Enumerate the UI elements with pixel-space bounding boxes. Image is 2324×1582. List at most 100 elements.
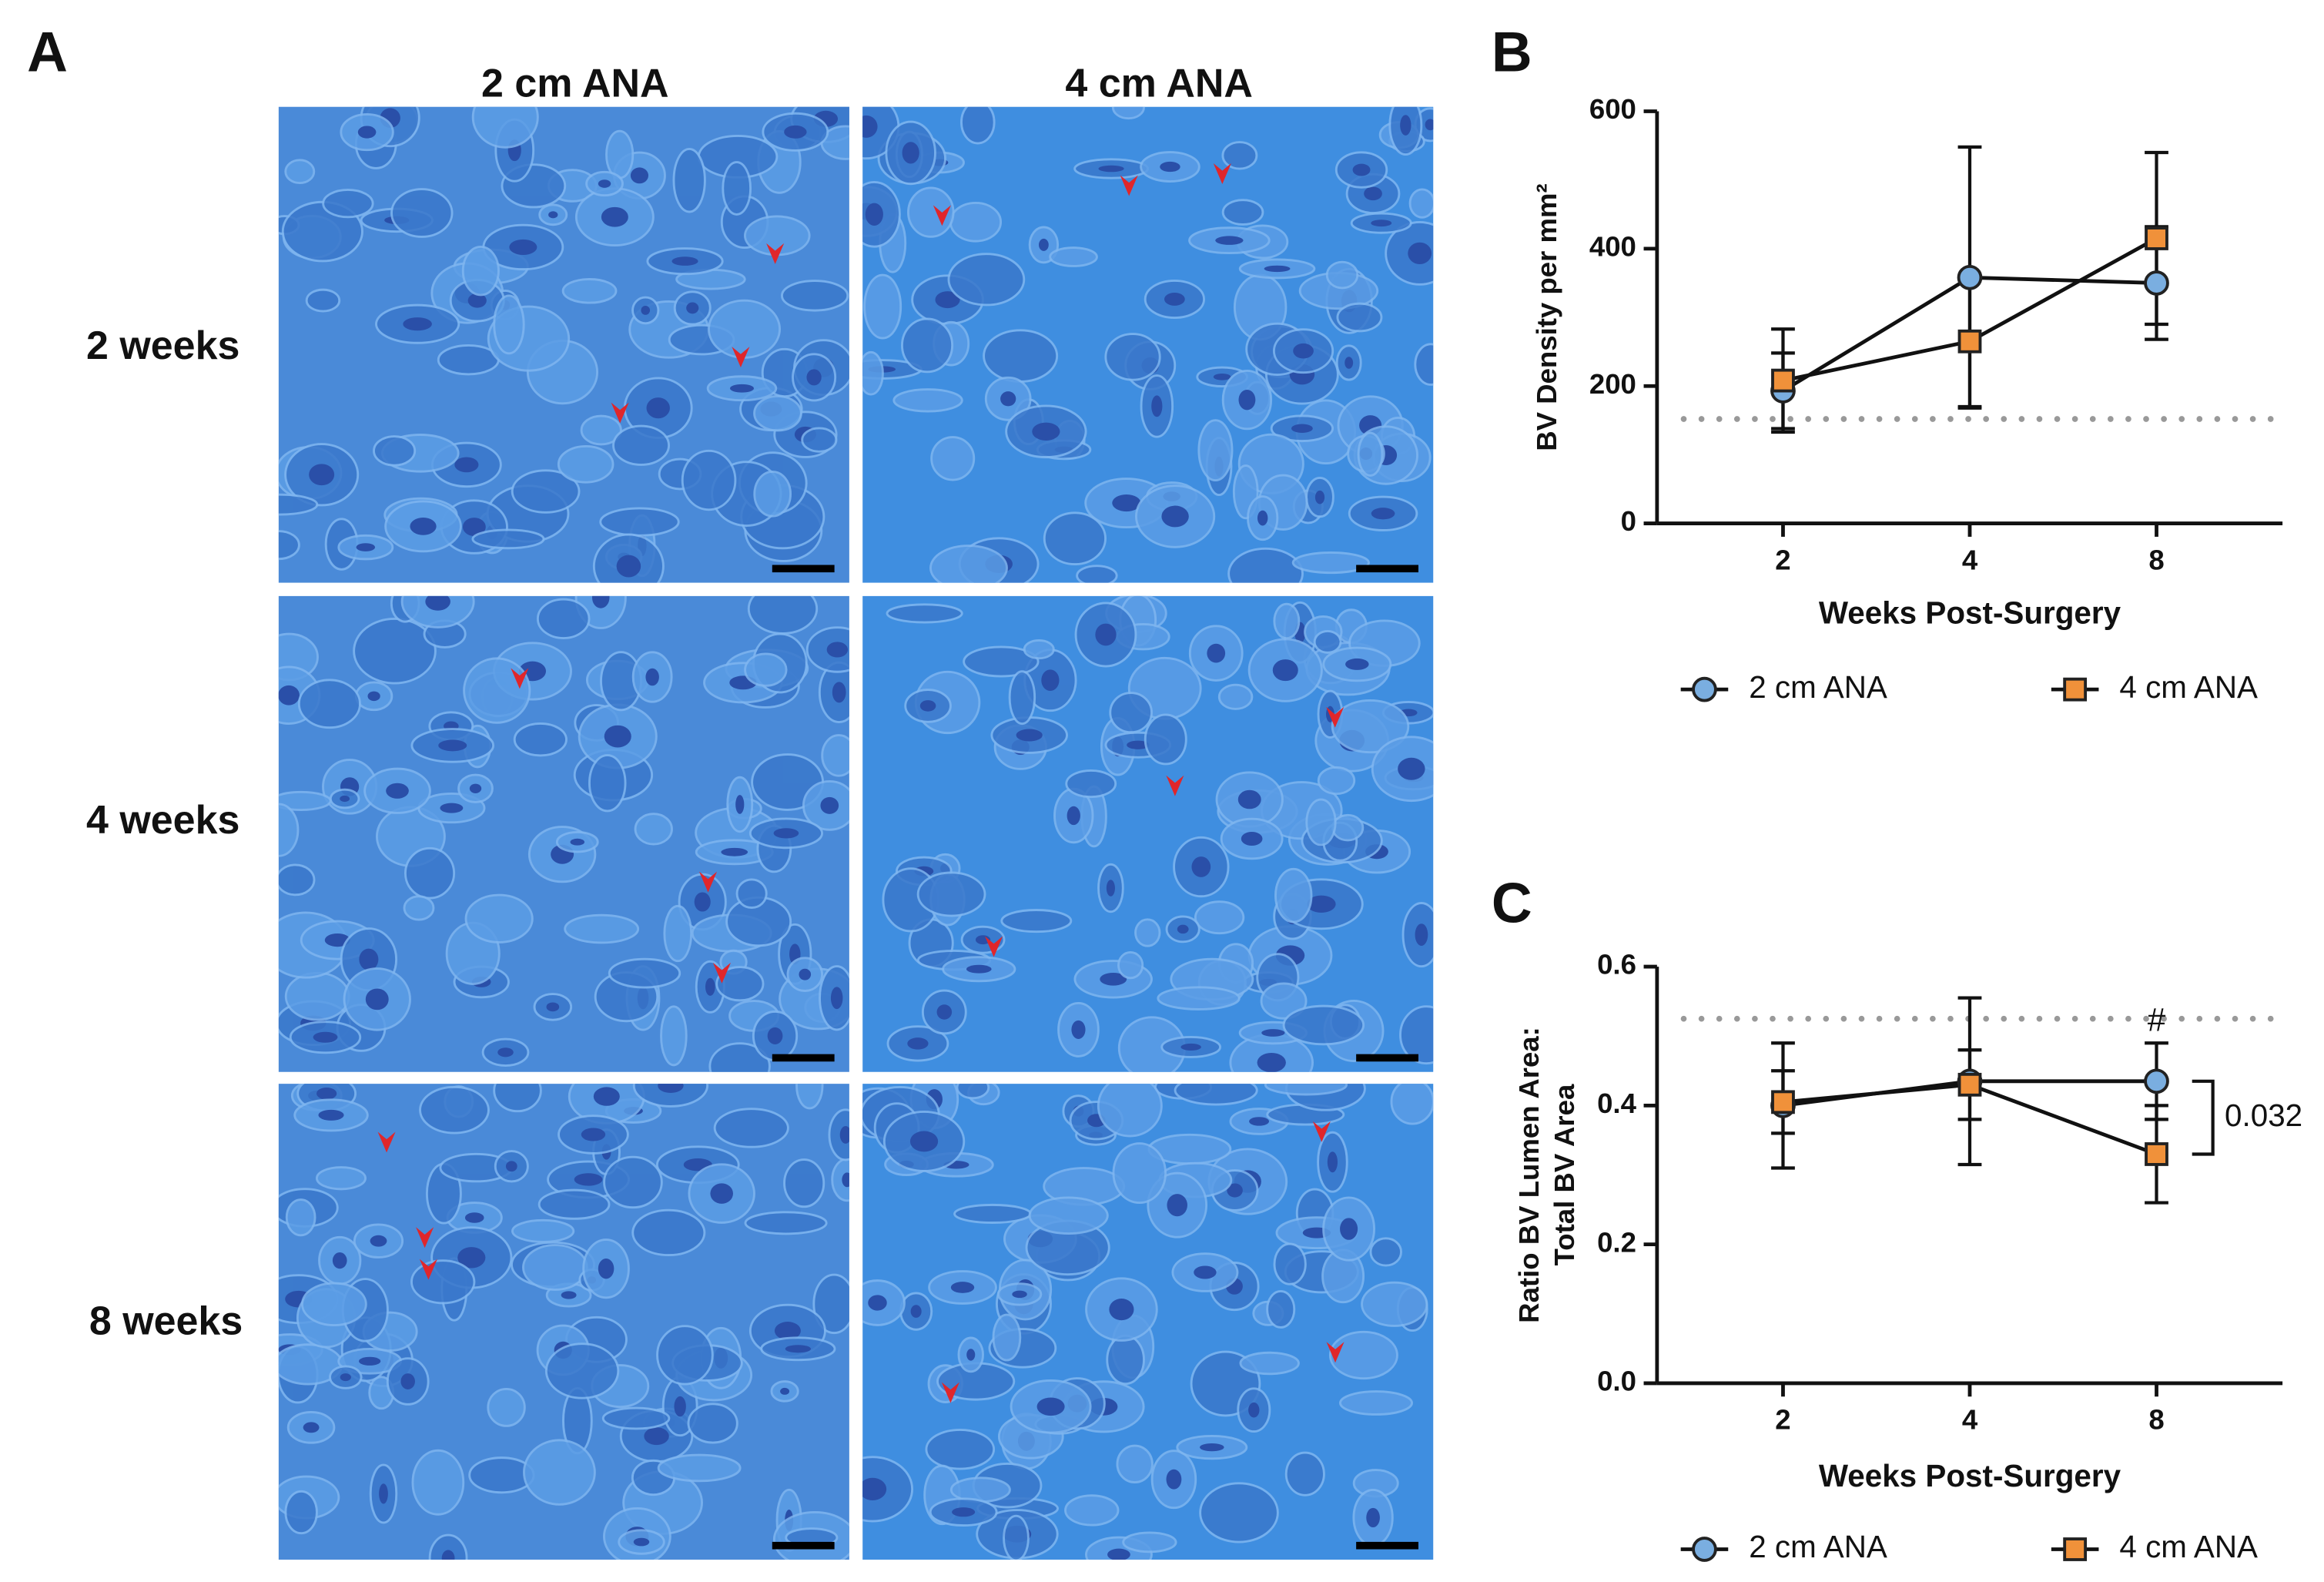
nucleus xyxy=(358,1356,381,1366)
nucleus xyxy=(862,1477,887,1500)
nucleus xyxy=(1207,643,1226,663)
legend-label: 4 cm ANA xyxy=(2119,669,2258,705)
cell xyxy=(493,294,525,355)
panel-letter: A xyxy=(27,22,68,84)
cell xyxy=(278,803,300,857)
nucleus xyxy=(1039,238,1049,251)
nucleus xyxy=(1166,1469,1182,1490)
cell xyxy=(315,1166,367,1191)
cell xyxy=(1273,1242,1307,1285)
cell xyxy=(1291,551,1370,575)
scale-bar xyxy=(1356,1541,1418,1550)
arrowhead xyxy=(985,936,1003,957)
data-point xyxy=(1771,1090,1795,1114)
nucleus xyxy=(440,803,464,813)
legend-label: 2 cm ANA xyxy=(1749,1529,1887,1564)
y-tick-label: 0 xyxy=(1621,505,1636,537)
nucleus xyxy=(633,1537,650,1547)
micrograph xyxy=(862,595,1434,1072)
cell xyxy=(929,545,1008,583)
cell xyxy=(828,1108,849,1161)
scale-bar xyxy=(1356,565,1418,573)
nucleus xyxy=(910,1305,922,1318)
nucleus xyxy=(497,1047,514,1057)
nucleus xyxy=(548,211,558,219)
x-tick-label: 8 xyxy=(2148,1404,2164,1436)
cell xyxy=(1221,199,1264,226)
data-point xyxy=(1957,264,1983,290)
cell xyxy=(608,957,681,989)
cell xyxy=(536,598,591,639)
cell xyxy=(297,679,361,729)
y-tick-label: 0.4 xyxy=(1597,1088,1636,1119)
nucleus xyxy=(902,142,919,164)
nucleus xyxy=(332,1252,347,1269)
cell xyxy=(487,1387,526,1427)
cell xyxy=(278,530,300,561)
nucleus xyxy=(975,935,991,945)
micrograph xyxy=(862,1084,1434,1560)
nucleus xyxy=(561,1291,577,1299)
nucleus xyxy=(318,1109,344,1121)
nucleus xyxy=(438,739,467,752)
nucleus xyxy=(773,828,799,839)
nucleus xyxy=(936,1004,953,1020)
cell xyxy=(1325,260,1359,290)
cell xyxy=(663,904,693,963)
nucleus xyxy=(1345,658,1369,670)
arrowhead xyxy=(1213,163,1231,185)
nucleus xyxy=(570,838,585,846)
cell xyxy=(892,388,963,413)
nucleus xyxy=(1167,1194,1187,1217)
cell xyxy=(992,1313,1022,1362)
cell xyxy=(656,1325,714,1386)
annotation: # xyxy=(2148,1001,2166,1037)
panel-letter: C xyxy=(1492,872,1532,934)
cell xyxy=(631,1208,706,1257)
cell xyxy=(544,1342,620,1399)
cell xyxy=(708,299,782,359)
micrographs xyxy=(278,106,1434,1560)
nucleus xyxy=(806,369,822,386)
arrowhead xyxy=(1120,175,1138,196)
cell xyxy=(634,813,673,846)
cell xyxy=(1112,1142,1167,1205)
cell xyxy=(1331,813,1365,842)
arrowhead xyxy=(732,347,750,368)
nucleus xyxy=(658,1084,684,1094)
data-point xyxy=(1957,1072,1982,1097)
panel-letter: B xyxy=(1492,22,1532,84)
cell xyxy=(747,595,819,635)
cell xyxy=(522,1244,588,1291)
column-header: 4 cm ANA xyxy=(1065,62,1252,106)
cell xyxy=(722,161,752,216)
cell xyxy=(862,1456,914,1523)
nucleus xyxy=(966,1349,976,1361)
nucleus xyxy=(467,293,487,308)
arrowhead xyxy=(698,871,718,893)
cell xyxy=(1313,629,1342,654)
cell xyxy=(278,863,316,897)
nucleus xyxy=(1109,1298,1134,1321)
cell xyxy=(672,148,706,213)
cell xyxy=(1221,141,1258,170)
cell xyxy=(601,1406,671,1430)
nucleus xyxy=(365,988,389,1011)
cell xyxy=(404,846,456,900)
cell xyxy=(411,1449,465,1516)
nucleus xyxy=(645,668,659,686)
nucleus xyxy=(950,1282,975,1293)
cell xyxy=(471,528,545,550)
nucleus xyxy=(780,1387,790,1395)
cell xyxy=(1317,766,1356,796)
nucleus xyxy=(425,595,450,611)
cell xyxy=(886,603,963,624)
nucleus xyxy=(593,1087,620,1106)
cell xyxy=(1239,1351,1300,1376)
nucleus xyxy=(1112,494,1141,512)
cell xyxy=(1076,565,1118,583)
nucleus xyxy=(359,948,379,970)
cell xyxy=(537,1188,611,1220)
nucleus xyxy=(1215,236,1244,245)
nucleus xyxy=(604,725,631,748)
